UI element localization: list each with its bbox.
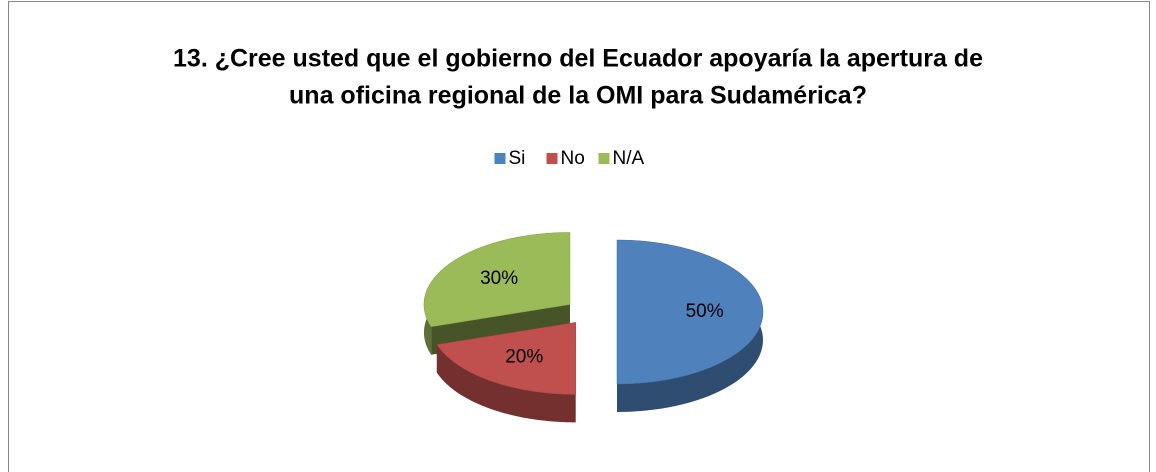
data-label: 20%	[505, 346, 543, 367]
legend-label: N/A	[613, 148, 645, 169]
slice	[616, 239, 764, 385]
slice	[423, 232, 571, 327]
data-label: 30%	[480, 268, 518, 289]
legend-label: No	[561, 148, 585, 169]
chart-frame	[8, 1, 1150, 472]
legend-swatch	[494, 153, 506, 164]
slice	[616, 239, 764, 412]
slice	[436, 322, 576, 423]
chart-title: 13. ¿Cree usted que el gobierno del Ecua…	[173, 45, 983, 73]
slice-wall	[436, 344, 576, 423]
legend-swatch	[546, 153, 558, 164]
slice	[436, 322, 576, 395]
legend-label: Si	[509, 148, 526, 169]
data-label: 50%	[686, 301, 724, 322]
legend-swatch	[598, 153, 610, 164]
chart-title: una oficina regional de la OMI para Suda…	[289, 82, 867, 110]
